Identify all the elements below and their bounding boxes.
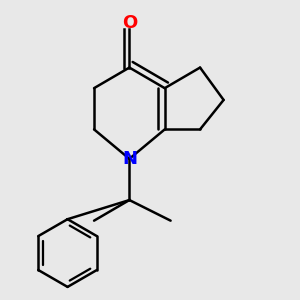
Text: O: O bbox=[122, 14, 137, 32]
Text: N: N bbox=[122, 150, 137, 168]
